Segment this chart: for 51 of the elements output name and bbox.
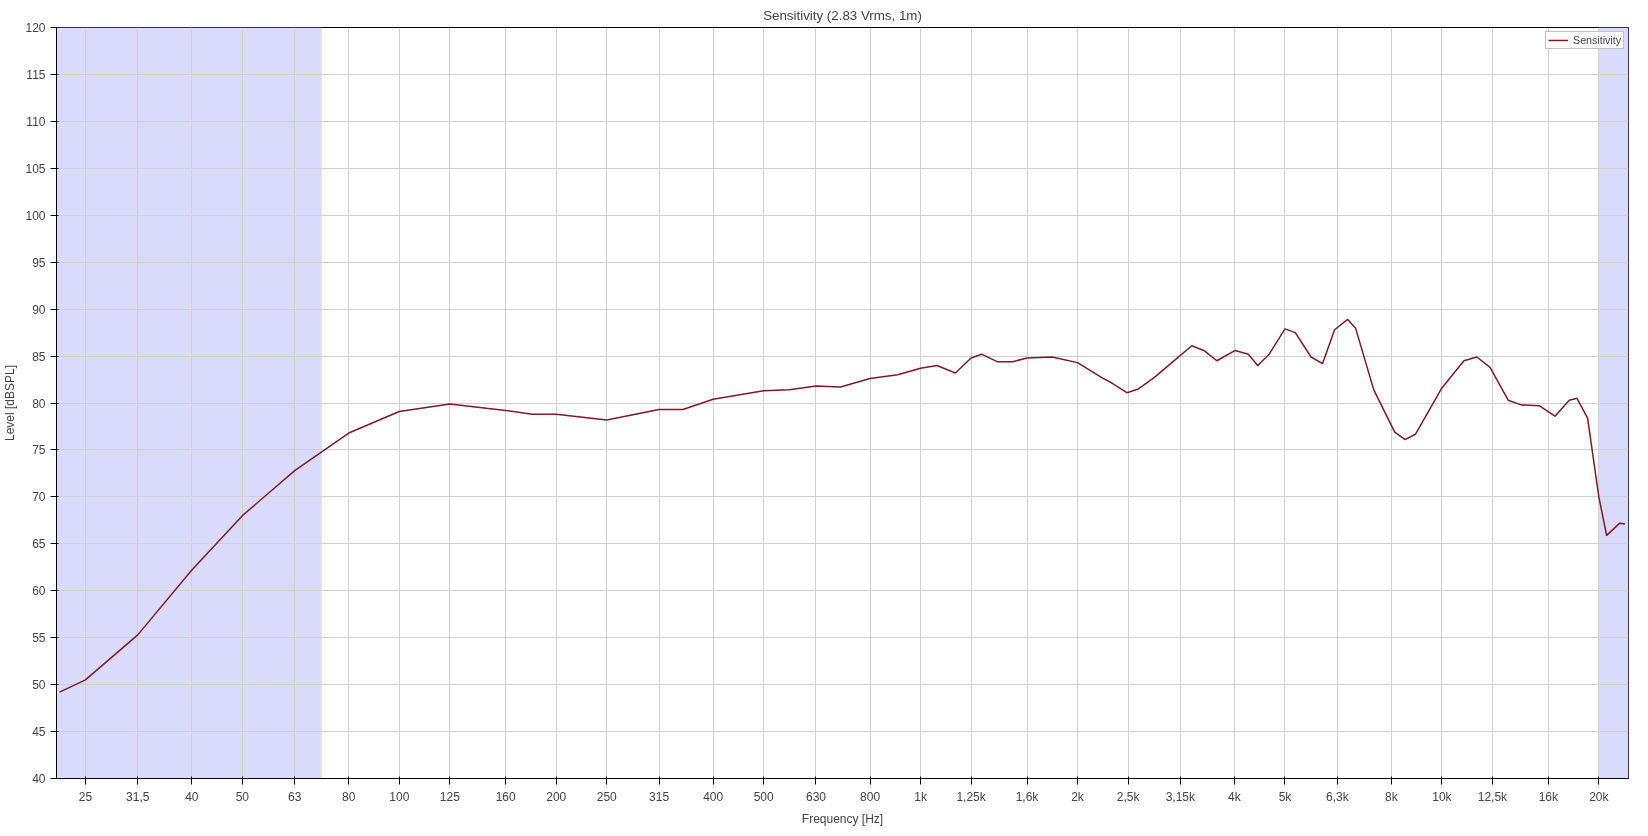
x-tick-label: 4k	[1228, 789, 1242, 804]
x-tick-label: 160	[495, 789, 517, 804]
x-tick-label: 5k	[1278, 789, 1293, 804]
y-tick-label: 85	[32, 349, 46, 364]
y-tick-label: 95	[32, 255, 46, 270]
x-tick-label: 50	[235, 789, 250, 804]
x-tick-label: 12,5k	[1477, 789, 1509, 804]
y-tick-label: 55	[32, 631, 46, 646]
y-tick-label: 110	[26, 114, 46, 129]
x-tick-label: 31,5	[126, 789, 150, 804]
x-tick-label: 125	[439, 789, 461, 804]
y-tick-label: 115	[26, 67, 46, 82]
x-tick-label: 6,3k	[1325, 789, 1350, 804]
x-tick-label: 400	[703, 789, 724, 804]
y-tick-label: 80	[32, 396, 46, 411]
legend-label: Sensitivity	[1573, 34, 1621, 46]
x-tick-label: 250	[596, 789, 618, 804]
x-tick-label: 630	[805, 789, 827, 804]
x-tick-label: 1,6k	[1015, 789, 1040, 804]
y-tick-label: 90	[32, 302, 46, 317]
x-tick-label: 1,25k	[956, 789, 987, 804]
x-tick-label: 500	[753, 789, 775, 804]
x-tick-label: 16k	[1538, 789, 1559, 804]
y-axis-title: Level [dBSPL]	[3, 364, 18, 442]
y-tick-label: 105	[25, 161, 46, 176]
y-tick-label: 120	[25, 21, 46, 35]
x-tick-label: 200	[546, 789, 567, 804]
x-tick-label: 2k	[1071, 789, 1085, 804]
chart-title: Sensitivity (2.83 Vrms, 1m)	[763, 7, 922, 23]
y-tick-label: 70	[32, 490, 46, 505]
x-tick-label: 80	[342, 789, 356, 804]
x-tick-label: 3,15k	[1165, 789, 1197, 804]
x-tick-label: 315	[649, 789, 670, 804]
y-tick-label: 40	[32, 772, 46, 786]
x-tick-label: 40	[185, 789, 199, 804]
y-tick-label: 45	[32, 725, 46, 740]
x-axis-title: Frequency [Hz]	[801, 811, 884, 826]
x-tick-label: 20k	[1589, 789, 1610, 804]
x-tick-label: 2,5k	[1116, 789, 1141, 804]
x-tick-label: 8k	[1385, 789, 1399, 804]
x-tick-label: 800	[860, 789, 881, 804]
x-tick-label: 100	[389, 789, 410, 804]
y-tick-label: 65	[32, 537, 46, 552]
y-tick-label: 100	[25, 208, 46, 223]
x-tick-label: 63	[288, 789, 302, 804]
x-tick-label: 25	[78, 789, 93, 804]
x-tick-label: 1k	[914, 789, 928, 804]
y-tick-label: 60	[32, 584, 46, 599]
x-tick-label: 10k	[1432, 789, 1453, 804]
y-tick-label: 75	[32, 443, 46, 458]
y-tick-label: 50	[32, 678, 46, 693]
